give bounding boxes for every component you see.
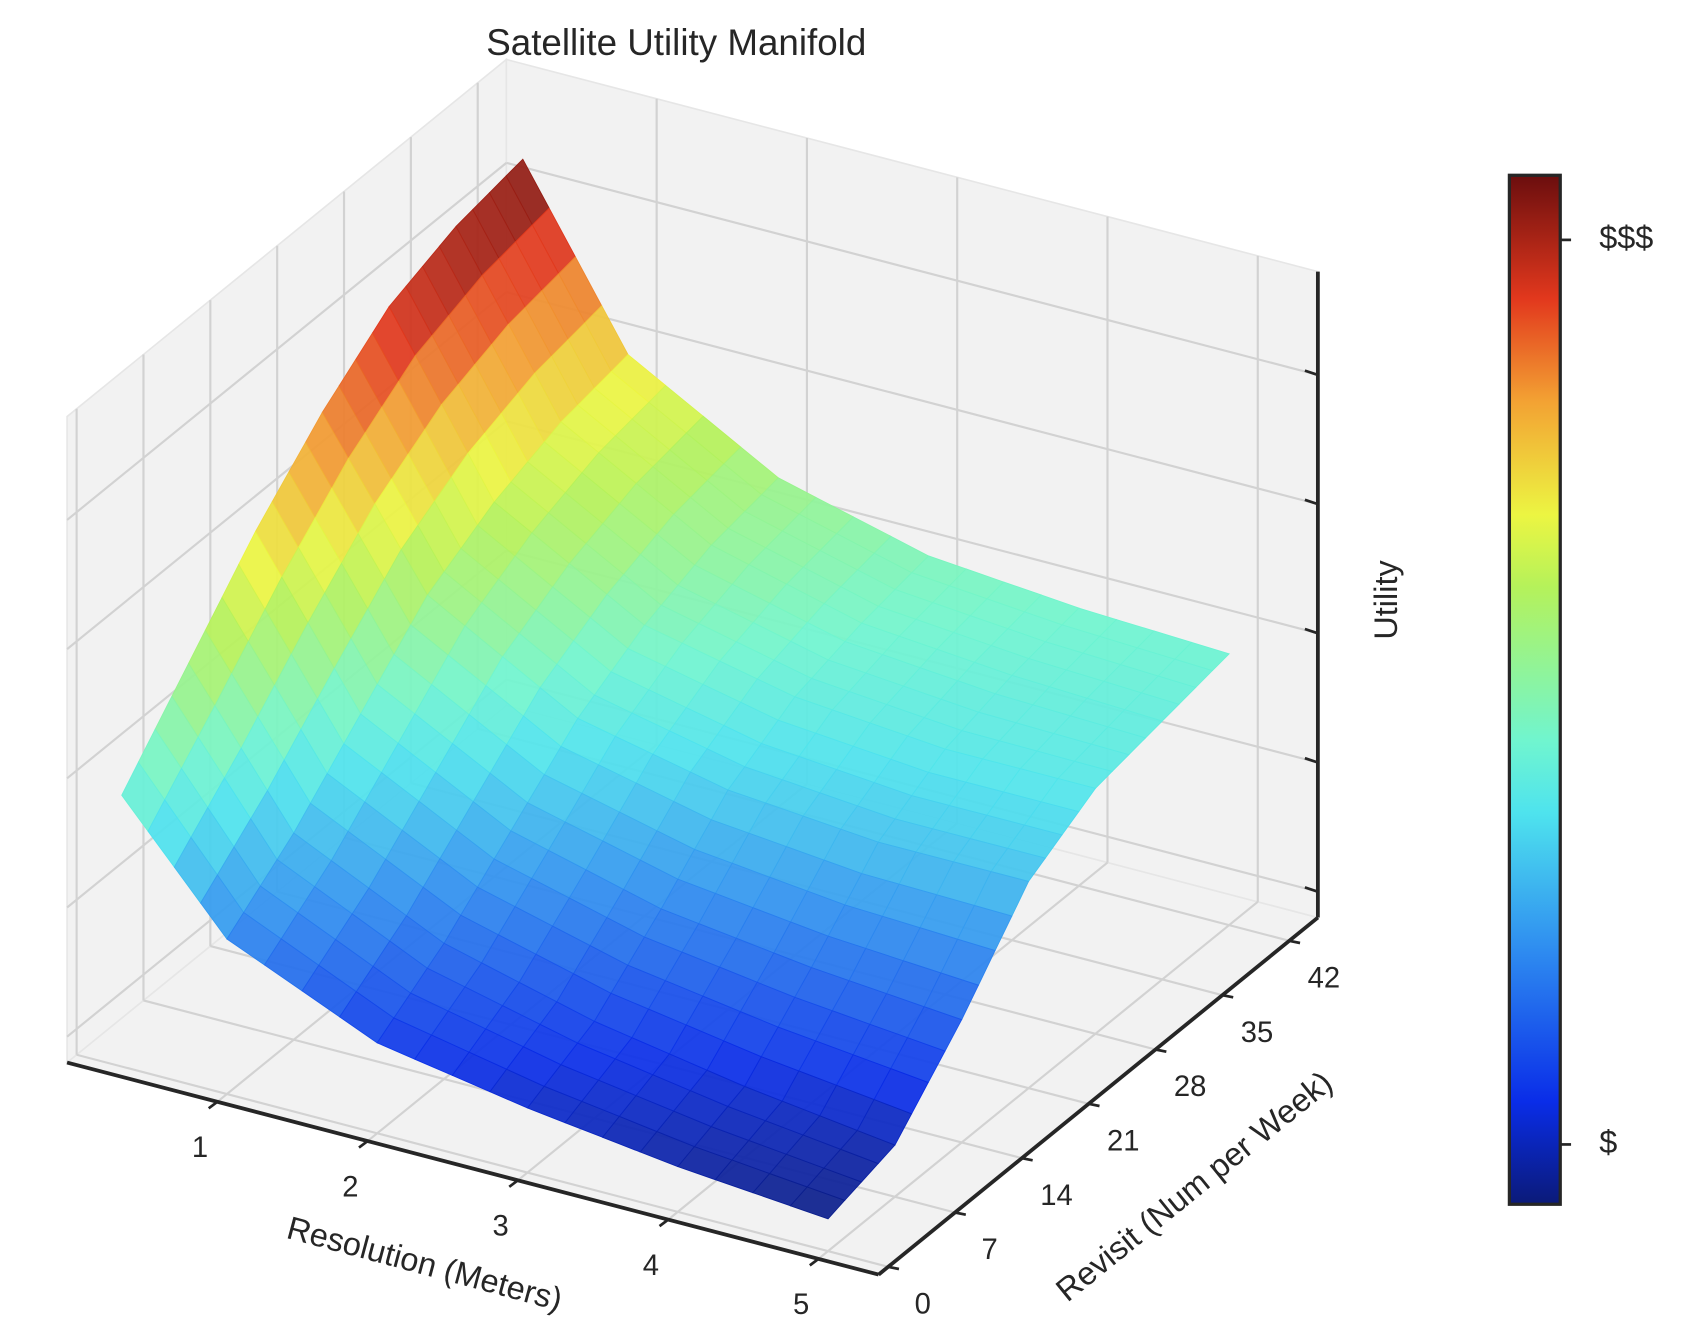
- tick-mark: [508, 1179, 519, 1188]
- tick-mark: [1304, 756, 1319, 764]
- grid-line: [506, 291, 1319, 506]
- tick-mark: [1304, 886, 1319, 893]
- tick-mark: [1304, 369, 1319, 377]
- tick-mark: [207, 1100, 219, 1110]
- tick-mark: [809, 1257, 820, 1267]
- colorbar-tick-label: $$$: [1599, 219, 1653, 255]
- tick-mark: [954, 1211, 967, 1216]
- x-tick-label: 1: [192, 1132, 208, 1164]
- tick-mark: [358, 1139, 369, 1149]
- grid-line: [506, 161, 1319, 376]
- plot-area: Satellite Utility Manifold 1 2 3 4 5 0 7 14 21 28…: [65, 22, 1653, 1321]
- tick-mark: [1288, 939, 1301, 945]
- z-axis-label: Utility: [1368, 560, 1404, 640]
- y-axis: [877, 916, 1320, 1277]
- y-tick-label: 0: [915, 1289, 931, 1321]
- x-axis: [66, 1060, 880, 1277]
- grid-line: [76, 1053, 889, 1268]
- x-tick-label: 2: [342, 1171, 358, 1203]
- grid-line: [66, 162, 508, 521]
- x-tick-label: 4: [643, 1250, 659, 1282]
- surface-cell: [789, 1186, 846, 1220]
- tick-mark: [658, 1218, 670, 1228]
- y-tick-label: 7: [981, 1234, 997, 1266]
- tick-mark: [1088, 1102, 1100, 1108]
- tick-mark: [1304, 498, 1319, 506]
- x-tick-label: 5: [793, 1289, 809, 1321]
- y-tick-label: 28: [1174, 1071, 1206, 1103]
- y-tick-label: 35: [1241, 1017, 1273, 1049]
- colorbar: [1507, 173, 1562, 1206]
- tick-mark: [1021, 1156, 1033, 1162]
- tick-mark: [1222, 993, 1234, 999]
- tick-mark: [1304, 627, 1319, 635]
- y-tick-label: 14: [1040, 1180, 1072, 1212]
- colorbar-tick-label: $: [1599, 1124, 1617, 1160]
- tick-mark: [887, 1265, 900, 1271]
- chart-title: Satellite Utility Manifold: [486, 22, 866, 63]
- x-tick-label: 3: [492, 1211, 508, 1243]
- x-axis-label: Resolution (Meters): [283, 1210, 566, 1318]
- y-tick-label: 42: [1308, 962, 1340, 994]
- grid-line: [817, 900, 1259, 1260]
- y-tick-label: 21: [1107, 1125, 1139, 1157]
- tick-mark: [1155, 1048, 1167, 1053]
